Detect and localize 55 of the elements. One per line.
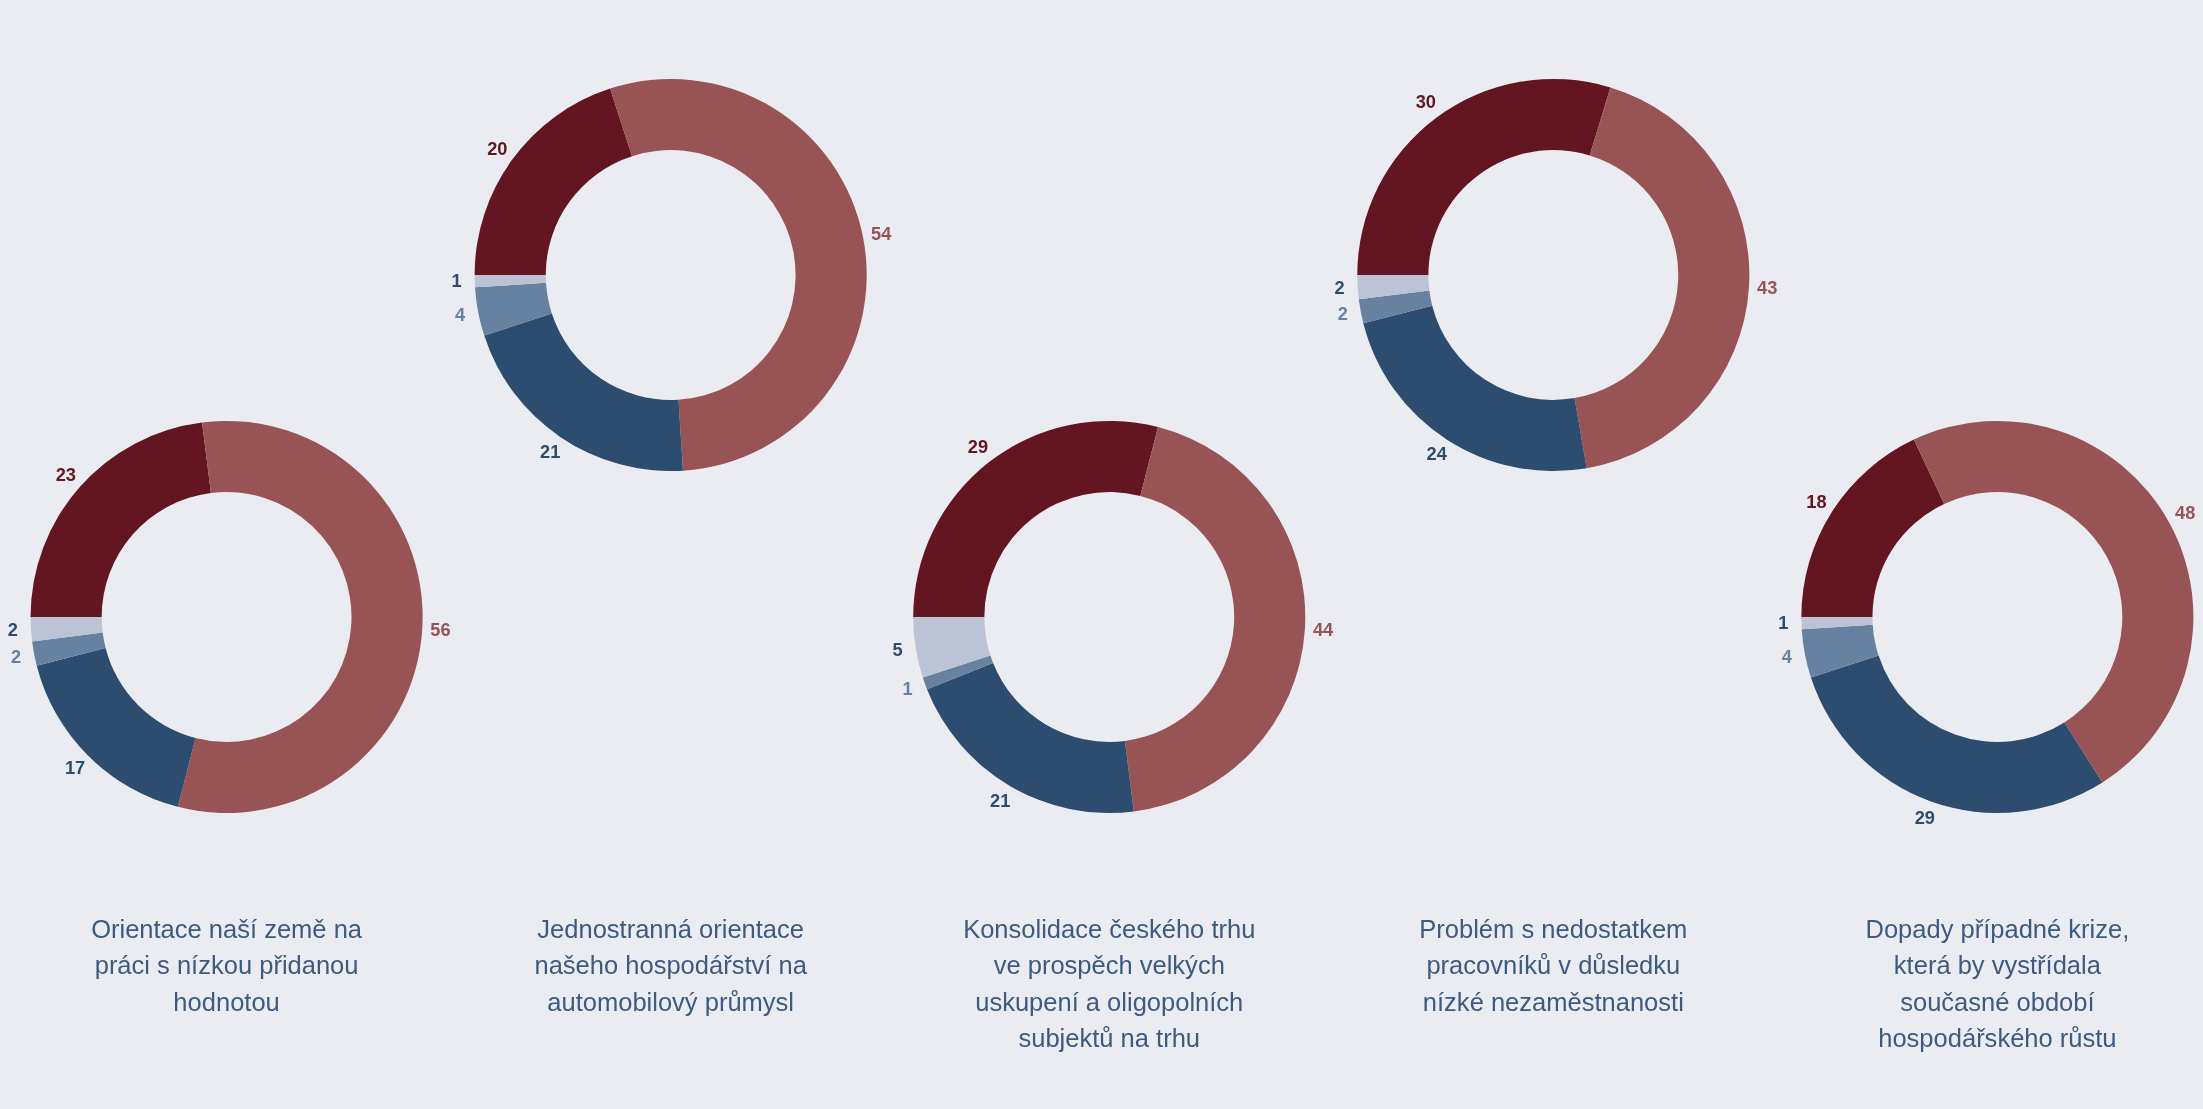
donut-slice	[1801, 616, 1873, 630]
data-label: 29	[967, 436, 989, 458]
donut-slice	[610, 79, 867, 471]
donut-slice	[1358, 290, 1433, 324]
data-label: 4	[455, 303, 467, 325]
data-label: 21	[990, 789, 1011, 811]
text: Problém s nedostatkem pracovníků v důsledku nízké nezaměstnanosti	[1419, 914, 1688, 1016]
text: Dopady případné krize, která by vystřídala současné období hospodářského růstu	[1865, 914, 2130, 1053]
donut-slice	[30, 616, 103, 642]
data-label: 48	[2175, 502, 2196, 524]
donut-slice	[926, 662, 1134, 813]
data-label: 2	[1337, 303, 1348, 325]
donut-slice	[484, 313, 683, 471]
donut-slice	[1357, 79, 1611, 276]
text: Konsolidace českého trhu ve prospěch velkých uskupení a oligopolních subjektů na trhu	[963, 914, 1256, 1053]
donut-slice	[30, 422, 211, 617]
data-label: 44	[1312, 618, 1335, 640]
data-label: 29	[1914, 807, 1935, 829]
data-label: 2	[1334, 276, 1345, 298]
data-label: 1	[902, 678, 913, 700]
donut-slice	[913, 616, 991, 678]
data-label: 1	[1778, 612, 1789, 634]
data-label: 54	[871, 223, 893, 245]
text: Jednostranná orientace našeho hospodářství na automobilový průmysl	[534, 914, 808, 1016]
donut-slice	[1801, 624, 1879, 678]
data-label: 17	[64, 756, 86, 778]
donut-slice	[1574, 87, 1750, 469]
donut-slice	[1801, 439, 1945, 617]
data-label: 1	[451, 270, 462, 292]
donut-slice	[474, 88, 633, 276]
donut-slice	[1357, 275, 1430, 300]
donut-slice	[1124, 427, 1305, 812]
data-label: 5	[892, 638, 903, 660]
data-label: 24	[1426, 443, 1448, 465]
text: Orientace naší země na práci s nízkou přidanou hodnotou	[91, 914, 363, 1016]
data-label: 2	[7, 618, 18, 640]
data-label: 43	[1757, 276, 1778, 298]
donut-slice	[474, 275, 546, 288]
donut-slice	[1810, 655, 2103, 813]
donut-slice	[475, 282, 552, 336]
data-label: 56	[430, 618, 451, 640]
data-label: 2	[11, 645, 22, 667]
data-label: 18	[1806, 490, 1827, 512]
donut-slice	[1913, 421, 2194, 783]
data-label: 21	[540, 440, 561, 462]
data-label: 30	[1415, 91, 1436, 113]
donut-slice	[32, 632, 106, 666]
data-label: 23	[55, 463, 76, 485]
donut-slice	[36, 648, 196, 807]
donut-slice	[177, 420, 423, 814]
data-label: 20	[487, 137, 508, 159]
data-label: 4	[1781, 645, 1793, 667]
donut-slice	[913, 420, 1158, 617]
donut-slice	[1363, 305, 1587, 471]
donut-slice	[922, 655, 994, 690]
